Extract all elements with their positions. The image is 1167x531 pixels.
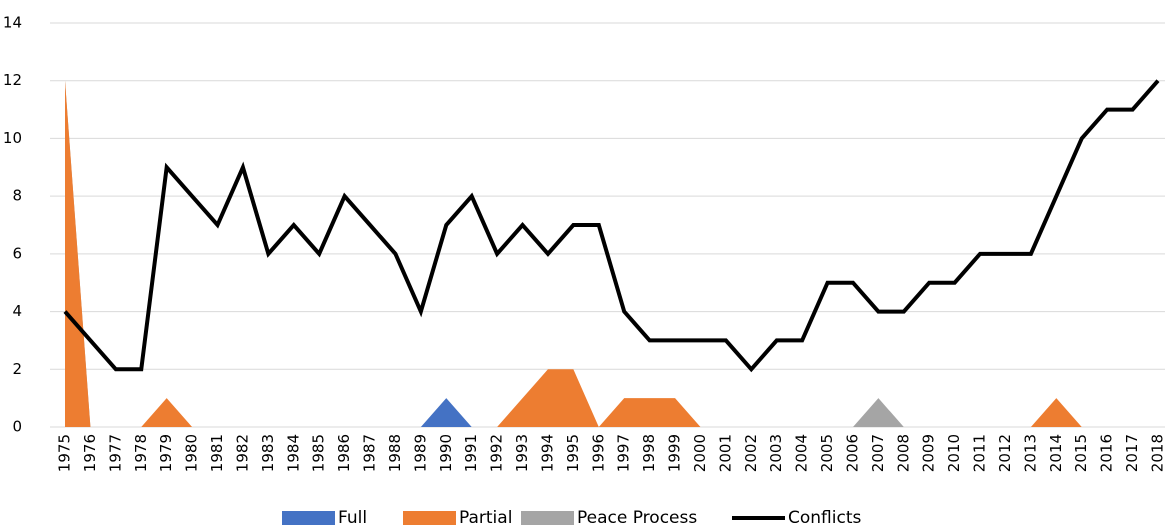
legend-label: Full — [338, 508, 367, 528]
x-tick-label: 1989 — [411, 434, 429, 472]
x-tick-label: 1999 — [666, 434, 684, 472]
x-tick-label: 1976 — [81, 434, 99, 472]
x-tick-label: 1994 — [538, 434, 556, 472]
y-tick-label: 6 — [12, 244, 22, 262]
x-tick-label: 1981 — [208, 434, 226, 472]
x-tick-label: 1986 — [335, 434, 353, 472]
x-tick-label: 2001 — [716, 434, 734, 472]
x-tick-label: 2002 — [742, 434, 760, 472]
x-tick-label: 2015 — [1072, 434, 1090, 472]
x-tick-label: 1982 — [233, 434, 251, 472]
x-tick-label: 2007 — [869, 434, 887, 472]
x-tick-label: 1997 — [615, 434, 633, 472]
y-tick-label: 4 — [12, 302, 22, 320]
x-tick-label: 2004 — [793, 434, 811, 472]
x-tick-label: 1983 — [259, 434, 277, 472]
x-tick-label: 2000 — [691, 434, 709, 472]
x-tick-label: 1988 — [386, 434, 404, 472]
x-tick-label: 2013 — [1021, 434, 1039, 472]
x-tick-label: 2017 — [1123, 434, 1141, 472]
y-tick-label: 10 — [3, 129, 22, 147]
x-tick-label: 2016 — [1098, 434, 1116, 472]
x-tick-label: 2003 — [767, 434, 785, 472]
grid — [50, 22, 1165, 428]
x-tick-label: 1975 — [56, 434, 74, 472]
x-tick-label: 2014 — [1047, 434, 1065, 472]
x-tick-label: 1998 — [640, 434, 658, 472]
legend-label: Conflicts — [788, 508, 861, 528]
x-tick-label: 2009 — [920, 434, 938, 472]
x-tick-label: 1993 — [513, 434, 531, 472]
y-tick-label: 14 — [3, 14, 22, 32]
x-tick-label: 1977 — [106, 434, 124, 472]
x-tick-label: 2018 — [1149, 434, 1167, 472]
x-tick-label: 2008 — [894, 434, 912, 472]
x-tick-label: 1987 — [361, 434, 379, 472]
x-tick-label: 1996 — [589, 434, 607, 472]
x-tick-label: 2005 — [818, 434, 836, 472]
x-tick-label: 2006 — [843, 434, 861, 472]
y-tick-label: 0 — [12, 418, 22, 436]
x-tick-label: 1978 — [132, 434, 150, 472]
legend-label: Partial — [459, 508, 512, 528]
legend-swatch — [403, 511, 456, 525]
x-tick-label: 2010 — [945, 434, 963, 472]
x-tick-label: 1991 — [462, 434, 480, 472]
legend-swatch — [282, 511, 335, 525]
x-tick-label: 1979 — [157, 434, 175, 472]
y-tick-label: 8 — [12, 187, 22, 205]
legend-label: Peace Process — [577, 508, 697, 528]
x-tick-label: 2012 — [996, 434, 1014, 472]
x-tick-label: 2011 — [971, 434, 989, 472]
y-tick-label: 2 — [12, 360, 22, 378]
x-tick-label: 1980 — [183, 434, 201, 472]
legend-swatch — [521, 511, 574, 525]
x-tick-label: 1995 — [564, 434, 582, 472]
x-tick-label: 1985 — [310, 434, 328, 472]
x-tick-label: 1984 — [284, 434, 302, 472]
y-tick-label: 12 — [3, 71, 22, 89]
x-tick-label: 1992 — [488, 434, 506, 472]
line — [63, 79, 1160, 373]
x-tick-label: 1990 — [437, 434, 455, 472]
